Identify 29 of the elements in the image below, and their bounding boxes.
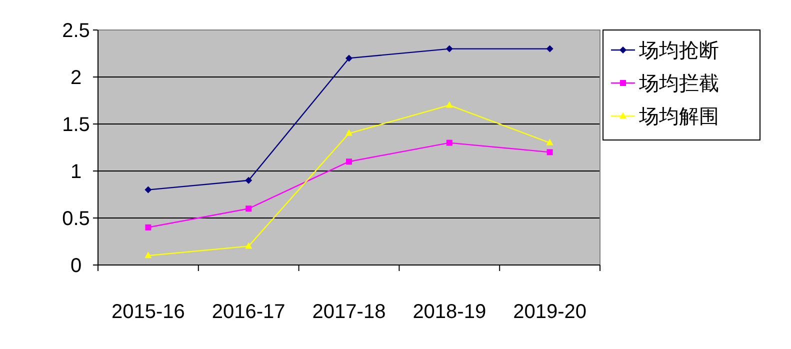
point bbox=[546, 149, 553, 156]
x-tick-label: 2016-17 bbox=[212, 301, 286, 323]
x-tick-label: 2019-20 bbox=[513, 301, 587, 323]
x-tick-label: 2015-16 bbox=[111, 301, 185, 323]
point bbox=[346, 129, 352, 136]
point bbox=[245, 242, 252, 249]
point bbox=[346, 158, 352, 165]
y-tick-label: 2 bbox=[70, 67, 82, 89]
legend-label: 场均抢断 bbox=[638, 40, 719, 62]
point bbox=[144, 252, 152, 258]
point bbox=[145, 224, 152, 230]
point bbox=[446, 45, 453, 52]
y-tick-label: 2.5 bbox=[62, 20, 90, 42]
y-tick-label: 1 bbox=[70, 161, 82, 183]
x-tick-label: 2017-18 bbox=[312, 301, 386, 323]
y-tick-label: 1.5 bbox=[62, 114, 90, 136]
point bbox=[346, 54, 352, 62]
x-tick-label: 2018-19 bbox=[412, 301, 486, 323]
point bbox=[546, 45, 554, 52]
point bbox=[245, 176, 252, 184]
y-tick-label: 0.5 bbox=[62, 208, 90, 230]
point bbox=[446, 101, 453, 108]
legend-label: 场均解围 bbox=[638, 106, 719, 128]
legend-label: 场均拦截 bbox=[638, 73, 719, 95]
point bbox=[144, 186, 152, 194]
y-tick-label: 0 bbox=[70, 255, 82, 277]
point bbox=[446, 140, 452, 146]
point bbox=[246, 206, 252, 212]
point bbox=[546, 138, 554, 146]
